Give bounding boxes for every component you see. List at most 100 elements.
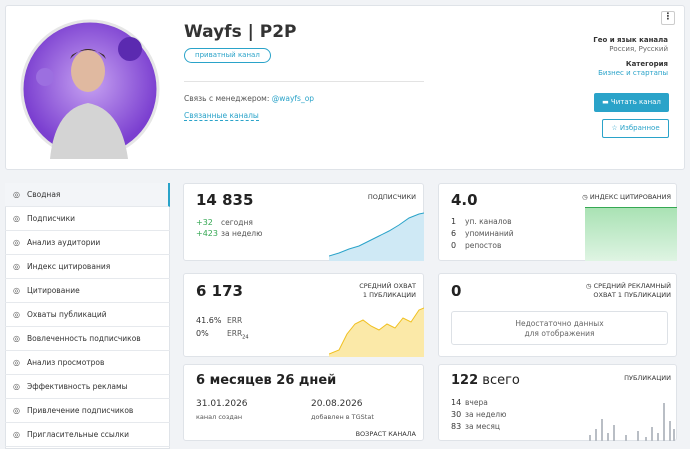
age-card: 6 месяцев 26 дней 31.01.2026 канал созда… [183,364,424,441]
label-line: ОХВАТ 1 ПУБЛИКАЦИИ [593,291,671,299]
sidebar-item[interactable]: ◎ Эффективность рекламы [5,375,170,399]
read-button[interactable]: ▬ Читать канал [594,93,669,112]
empty-box: Недостаточно данных для отображения [451,311,668,345]
menu-button[interactable]: ⋮ [661,11,675,25]
stat-value: +32 [196,218,213,227]
channel-title: Wayfs | P2P [184,22,297,42]
label-line: 1 ПУБЛИКАЦИИ [362,291,416,299]
manager-label: Связь с менеджером: [184,94,270,103]
posts-suffix: всего [482,373,520,388]
ad-reach-value: 0 [451,282,462,300]
stat-label: вчера [465,398,488,407]
sidebar-label: Анализ аудитории [27,238,101,247]
created-label: канал создан [196,413,243,421]
citation-label-text: ИНДЕКС ЦИТИРОВАНИЯ [589,193,671,201]
sidebar-item[interactable]: ◎ Анализ просмотров [5,351,170,375]
sidebar-item[interactable]: ◎ Пригласительные ссылки [5,423,170,447]
manager-line: Связь с менеджером: @wayfs_op [184,94,314,103]
citation-card: 4.0 ◷ ИНДЕКС ЦИТИРОВАНИЯ 1 уп. каналов 6 уп… [438,183,677,261]
created-date: 31.01.2026 [196,399,248,409]
citation-stats: 1 уп. каналов 6 упоминаний 0 репостов [451,216,514,252]
sidebar-label: Анализ просмотров [27,358,105,367]
posts-bars [589,403,675,441]
subscribers-sparkline [329,212,424,261]
sidebar-icon: ◎ [13,286,20,295]
category-label: Категория [625,60,668,68]
reach-sparkline [329,307,424,357]
reach-card: 6 173 СРЕДНИЙ ОХВАТ 1 ПУБЛИКАЦИИ 41.6% ERR… [183,273,424,357]
posts-value: 122 [451,373,479,388]
sidebar-label: Охваты публикаций [27,310,107,319]
sidebar-icon: ◎ [13,262,20,271]
sidebar-item[interactable]: ◎ Индекс цитирования [5,255,170,279]
empty-line: для отображения [524,329,595,338]
sidebar-label: Цитирование [27,286,80,295]
favorite-button-label: Избранное [619,124,660,132]
sidebar-icon: ◎ [13,238,20,247]
stat-value: 1 [451,217,457,226]
manager-link[interactable]: @wayfs_op [271,94,315,103]
stat-row: 6 упоминаний [451,228,514,240]
citation-sparkline [585,207,677,261]
stat-value: 0 [451,241,457,250]
sidebar-icon: ◎ [13,214,20,223]
stat-value: 41.6% [196,316,222,325]
divider [184,81,424,82]
reach-label: СРЕДНИЙ ОХВАТ 1 ПУБЛИКАЦИИ [359,282,416,300]
subscribers-value: 14 835 [196,191,254,209]
stat-row: 30 за неделю [451,409,506,421]
private-badge: приватный канал [184,48,271,63]
avatar [20,19,160,159]
stat-row: 1 уп. каналов [451,216,514,228]
reach-value: 6 173 [196,282,243,300]
sidebar-item[interactable]: ◎ Охваты публикаций [5,303,170,327]
stat-value: 6 [451,229,457,238]
posts-card: 122 всего ПУБЛИКАЦИИ 14 вчера 30 за неделю 8… [438,364,677,441]
sidebar [5,183,170,449]
sidebar-icon: ◎ [13,358,20,367]
sidebar-item[interactable]: ◎ Анализ аудитории [5,231,170,255]
sidebar-label: Эффективность рекламы [27,382,128,391]
age-value: 6 месяцев 26 дней [196,373,337,388]
sidebar-icon: ◎ [13,406,20,415]
stat-value: 14 [451,398,462,407]
sidebar-item[interactable]: ◎ Вовлеченность подписчиков [5,327,170,351]
sidebar-item[interactable]: ◎ Сводная [5,183,170,207]
stat-value: 83 [451,422,462,431]
stat-value: +423 [196,229,218,238]
sidebar-item[interactable]: ◎ Привлечение подписчиков [5,399,170,423]
category-value[interactable]: Бизнес и стартапы [598,69,668,77]
channel-meta: Гео и язык канала Россия, Русский Катего… [593,36,668,78]
header-card: Wayfs | P2P приватный канал Связь с мене… [5,5,685,170]
sidebar-label: Вовлеченность подписчиков [27,334,141,343]
stat-row: 14 вчера [451,397,506,409]
sidebar-icon: ◎ [13,334,20,343]
subscribers-label: ПОДПИСЧИКИ [367,193,416,201]
posts-total: 122 всего [451,373,520,388]
posts-stats: 14 вчера 30 за неделю 83 за месяц [451,397,506,433]
stat-row: 83 за месяц [451,421,506,433]
subscribers-stats: +32 сегодня +423 за неделю [196,217,262,239]
stat-label: упоминаний [465,229,514,238]
stat-value: 30 [451,410,462,419]
stat-label: уп. каналов [465,217,512,226]
stat-row: 0 репостов [451,240,514,252]
sidebar-item[interactable]: ◎ Цитирование [5,279,170,303]
stat-label: за месяц [465,422,500,431]
ad-reach-card: 0 ◷ СРЕДНИЙ РЕКЛАМНЫЙ ОХВАТ 1 ПУБЛИКАЦИИ … [438,273,677,357]
citation-label: ◷ ИНДЕКС ЦИТИРОВАНИЯ [582,193,671,201]
label-line: СРЕДНИЙ ОХВАТ [359,282,416,290]
favorite-button[interactable]: ☆ Избранное [602,119,669,138]
sidebar-icon: ◎ [13,190,20,199]
sidebar-icon: ◎ [13,430,20,439]
label-line: СРЕДНИЙ РЕКЛАМНЫЙ [593,282,671,290]
stat-label: сегодня [221,218,253,227]
stat-label: ERR [227,316,243,325]
reach-stats: 41.6% ERR 0% ERR24 [196,314,249,345]
related-link[interactable]: Связанные каналы [184,111,259,121]
sidebar-item[interactable]: ◎ Подписчики [5,207,170,231]
added-label: добавлен в TGStat [311,413,374,421]
empty-line: Недостаточно данных [515,319,604,328]
subscribers-card: 14 835 ПОДПИСЧИКИ +32 сегодня +423 за неде… [183,183,424,261]
